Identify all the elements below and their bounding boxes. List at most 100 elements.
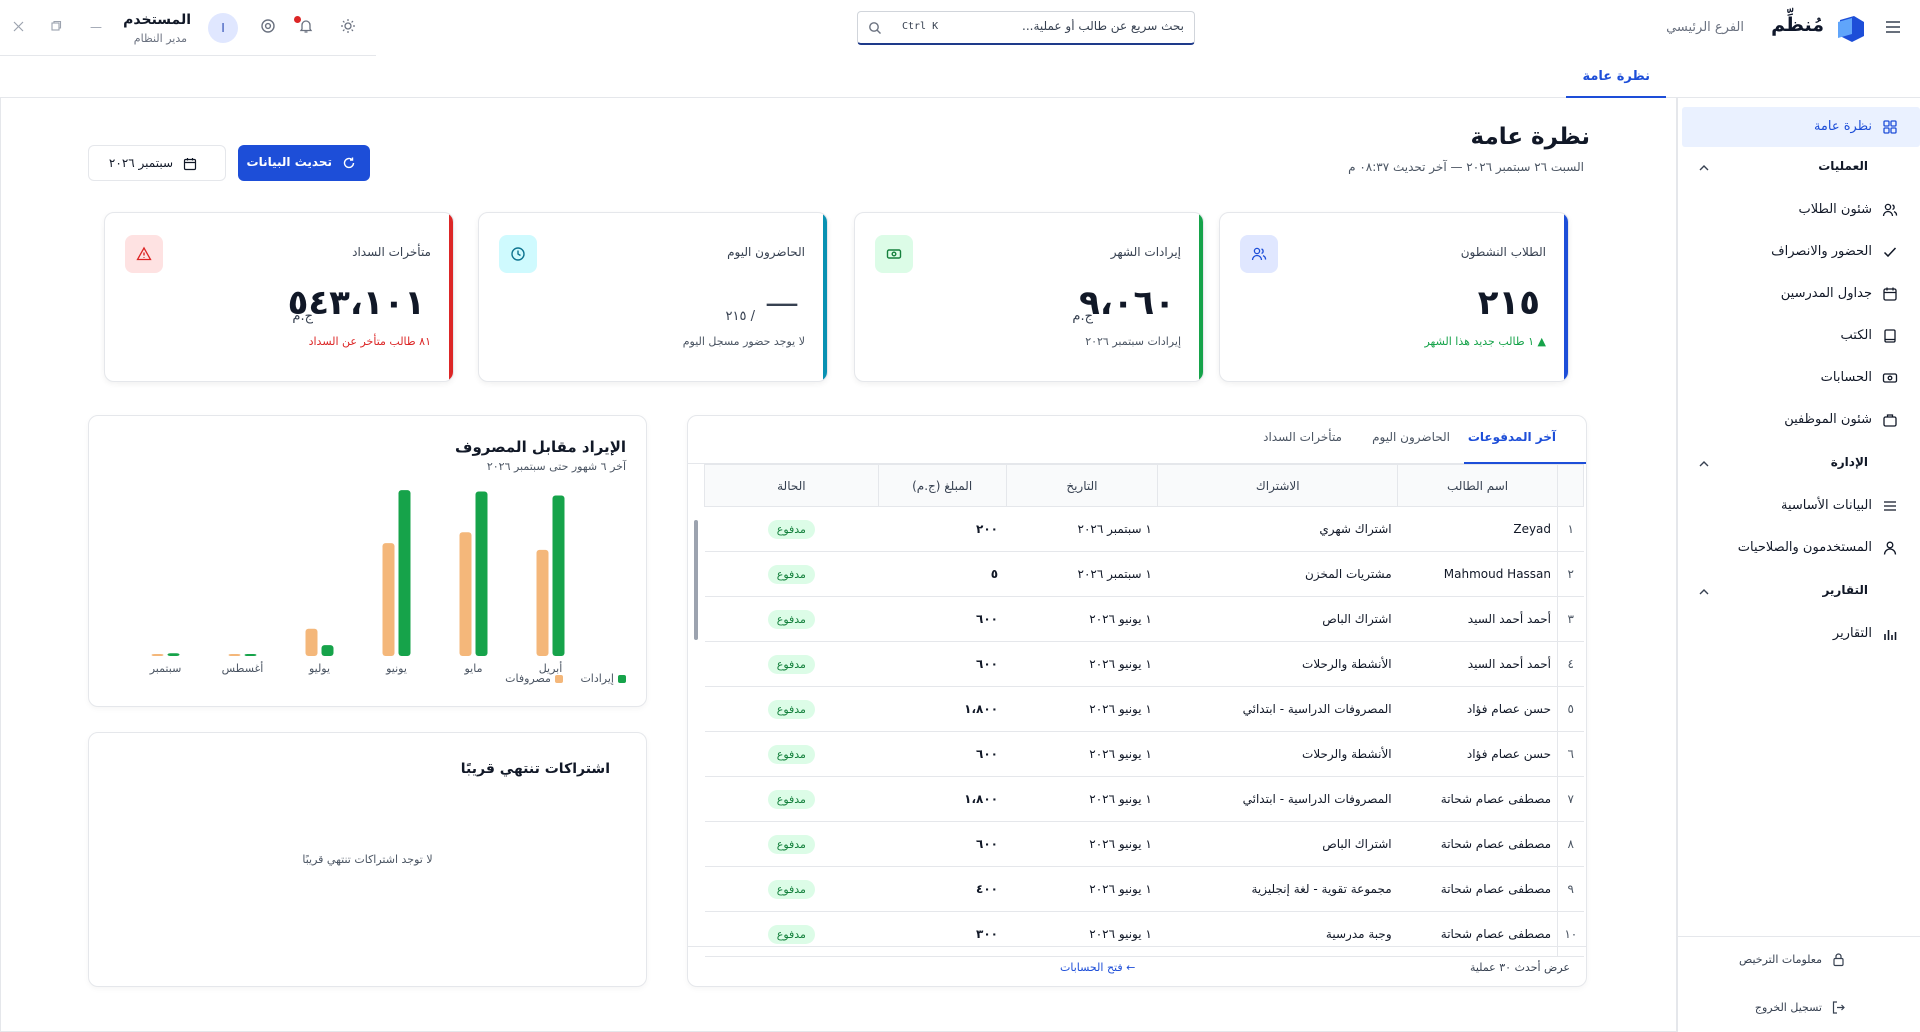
chevron-up-icon [1699,165,1709,171]
payments-footer: عرض أحدث ٣٠ عملية ← فتح الحسابات [688,946,1586,986]
table-row[interactable]: ٣ أحمد أحمد السيد اشتراك الباص ١ يونيو ٢٠٢٦… [704,596,1584,642]
logout-button[interactable]: تسجيل الخروج [1677,993,1920,1023]
bar-revenue[interactable] [321,645,334,656]
bar-expense[interactable] [228,654,241,656]
search-input[interactable] [974,19,1184,33]
legend-swatch [554,675,563,683]
tab-present-today[interactable]: الحاضرون اليوم [1372,430,1450,444]
row-index: ٦ [1557,731,1584,777]
sidebar-section-admin[interactable]: الإدارة [1677,449,1920,479]
table-row[interactable]: ٥ حسن عصام فؤاد المصروفات الدراسية - ابتدا… [704,686,1584,732]
bar-revenue[interactable] [244,654,257,656]
stat-card-overdue-payments[interactable]: متأخرات السداد ٥٤٣،١٠١ ج.م ٨١ طالب متأخر… [104,212,454,382]
col-status[interactable]: الحالة [704,464,879,507]
legend-item-revenue[interactable]: إيرادات [580,672,626,685]
menu-icon[interactable] [1884,18,1902,36]
calendar-icon [183,158,197,171]
subscription-cell: اشتراك شهري [1157,506,1398,552]
users-icon [1882,203,1898,217]
bar-expense[interactable] [305,628,318,656]
subscription-cell: المصروفات الدراسية - ابتدائي [1157,686,1398,732]
subscription-cell: مشتريات المخزن [1157,551,1398,597]
open-accounts-link[interactable]: ← فتح الحسابات [1060,961,1136,974]
sidebar-item-teacher-schedules[interactable]: جداول المدرسين [1677,274,1920,314]
table-row[interactable]: ٨ مصطفى عصام شحاتة اشتراك الباص ١ يونيو ٢٠٢… [704,821,1584,867]
student-name-cell: حسن عصام فؤاد [1397,731,1558,777]
revenue-chart-panel: الإيراد مقابل المصروف آخر ٦ شهور حتى سبت… [88,415,647,707]
sidebar-item-employees[interactable]: شئون الموظفين [1677,400,1920,440]
branch-selector[interactable]: الفرع الرئيسي [1666,20,1744,35]
close-icon[interactable] [13,21,24,32]
sidebar-item-students[interactable]: شئون الطلاب [1677,190,1920,230]
stat-card-attendance-today[interactable]: الحاضرون اليوم — / ٢١٥ لا يوجد حضور مسجل… [478,212,828,382]
chart-subtitle: آخر ٦ شهور حتى سبتمبر ٢٠٢٦ [486,460,626,473]
tab-latest-payments[interactable]: آخر المدفوعات [1467,430,1556,444]
month-picker-button[interactable]: سبتمبر ٢٠٢٦ [88,145,226,181]
sidebar-section-label: الإدارة [1830,455,1868,469]
settings-icon[interactable] [260,18,276,34]
sidebar-item-overview[interactable]: نظرة عامة [1682,107,1920,147]
refresh-data-button[interactable]: تحديث البيانات [238,145,370,181]
table-row[interactable]: ٦ حسن عصام فؤاد الأنشطة والرحلات ١ يونيو ٢٠… [704,731,1584,777]
sidebar-section-label: التقارير [1822,583,1868,597]
col-subscription[interactable]: الاشتراك [1157,464,1399,507]
table-row[interactable]: ١ Zeyad اشتراك شهري ١ سبتمبر ٢٠٢٦ ٢٠٠ مدفوع [704,506,1584,552]
stat-card-active-students[interactable]: الطلاب النشطون ٢١٥ ▲ ١ طالب جديد هذا الش… [1219,212,1569,382]
bar-expense[interactable] [151,654,164,656]
logout-icon [1832,1001,1845,1014]
student-name-cell: مصطفى عصام شحاتة [1397,821,1558,867]
sun-icon[interactable] [340,18,356,34]
restore-icon[interactable] [50,20,62,32]
search-box[interactable]: Ctrl K [857,11,1195,45]
row-index: ١ [1557,506,1584,552]
status-badge: مدفوع [767,564,815,584]
legend-item-expense[interactable]: مصروفات [505,672,563,685]
tab-overdue[interactable]: متأخرات السداد [1263,430,1342,444]
bar-expense[interactable] [382,543,395,656]
bar-revenue[interactable] [475,491,488,656]
clock-icon [511,247,525,261]
table-row[interactable]: ٢ Mahmoud Hassan مشتريات المخزن ١ سبتمبر ٢٠… [704,551,1584,597]
col-date[interactable]: التاريخ [1005,464,1159,507]
sidebar-section-reports[interactable]: التقارير [1677,577,1920,607]
sidebar-item-master-data[interactable]: البيانات الأساسية [1677,486,1920,526]
col-amount[interactable]: المبلغ (ج.م) [877,464,1007,507]
bar-expense[interactable] [459,532,472,656]
sidebar-item-books[interactable]: الكتب [1677,316,1920,356]
payments-panel: آخر المدفوعات الحاضرون اليوم متأخرات الس… [687,415,1587,987]
briefcase-icon [1883,414,1897,427]
table-scrollbar[interactable] [694,520,698,640]
sidebar-item-attendance[interactable]: الحضور والانصراف [1677,232,1920,272]
table-row[interactable]: ١٠ مصطفى عصام شحاتة وجبة مدرسية ١ يونيو ٢٠٢… [704,911,1584,957]
sidebar-item-accounts[interactable]: الحسابات [1677,358,1920,398]
table-row[interactable]: ٧ مصطفى عصام شحاتة المصروفات الدراسية - اب… [704,776,1584,822]
avatar[interactable]: ا [208,13,238,43]
table-row[interactable]: ٤ أحمد أحمد السيد الأنشطة والرحلات ١ يونيو … [704,641,1584,687]
sidebar-item-users-permissions[interactable]: المستخدمون والصلاحيات [1677,528,1920,568]
bar-revenue[interactable] [398,490,411,656]
sidebar-item-label: الحضور والانصراف [1771,244,1872,259]
user-name[interactable]: المستخدم [123,12,191,28]
bell-icon[interactable] [298,18,314,34]
stat-card-monthly-revenue[interactable]: إيرادات الشهر ٩،٠٦٠ ج.م إيرادات سبتمبر ٢… [854,212,1204,382]
status-badge: مدفوع [767,699,815,719]
legend-label: إيرادات [580,672,614,685]
subscription-cell: المصروفات الدراسية - ابتدائي [1157,776,1398,822]
sidebar-section-operations[interactable]: العمليات [1677,153,1920,183]
legend-swatch [618,675,626,683]
tab-overview[interactable]: نظرة عامة [1566,56,1666,98]
status-cell: مدفوع [704,686,879,732]
license-info-button[interactable]: معلومات الترخيص [1677,945,1920,975]
minimize-icon[interactable]: — [90,20,102,34]
date-cell: ١ يونيو ٢٠٢٦ [1006,686,1158,732]
bar-revenue[interactable] [552,495,565,656]
bar-revenue[interactable] [167,653,180,656]
bar-expense[interactable] [536,549,549,656]
table-row[interactable]: ٩ مصطفى عصام شحاتة مجموعة تقوية - لغة إنجل… [704,866,1584,912]
sidebar-item-reports[interactable]: التقارير [1677,614,1920,654]
sidebar-section-label: العمليات [1818,159,1868,173]
stat-accent-bar [1199,213,1203,381]
stat-unit: ج.م [292,309,313,324]
users-icon [1251,247,1267,261]
col-student-name[interactable]: اسم الطالب [1397,464,1559,507]
